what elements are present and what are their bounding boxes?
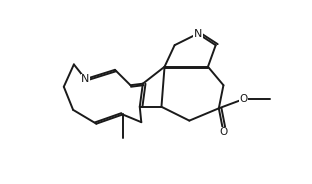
Text: O: O [219, 127, 227, 137]
Text: N: N [194, 29, 202, 39]
Text: N: N [81, 74, 90, 84]
Text: O: O [240, 94, 248, 104]
